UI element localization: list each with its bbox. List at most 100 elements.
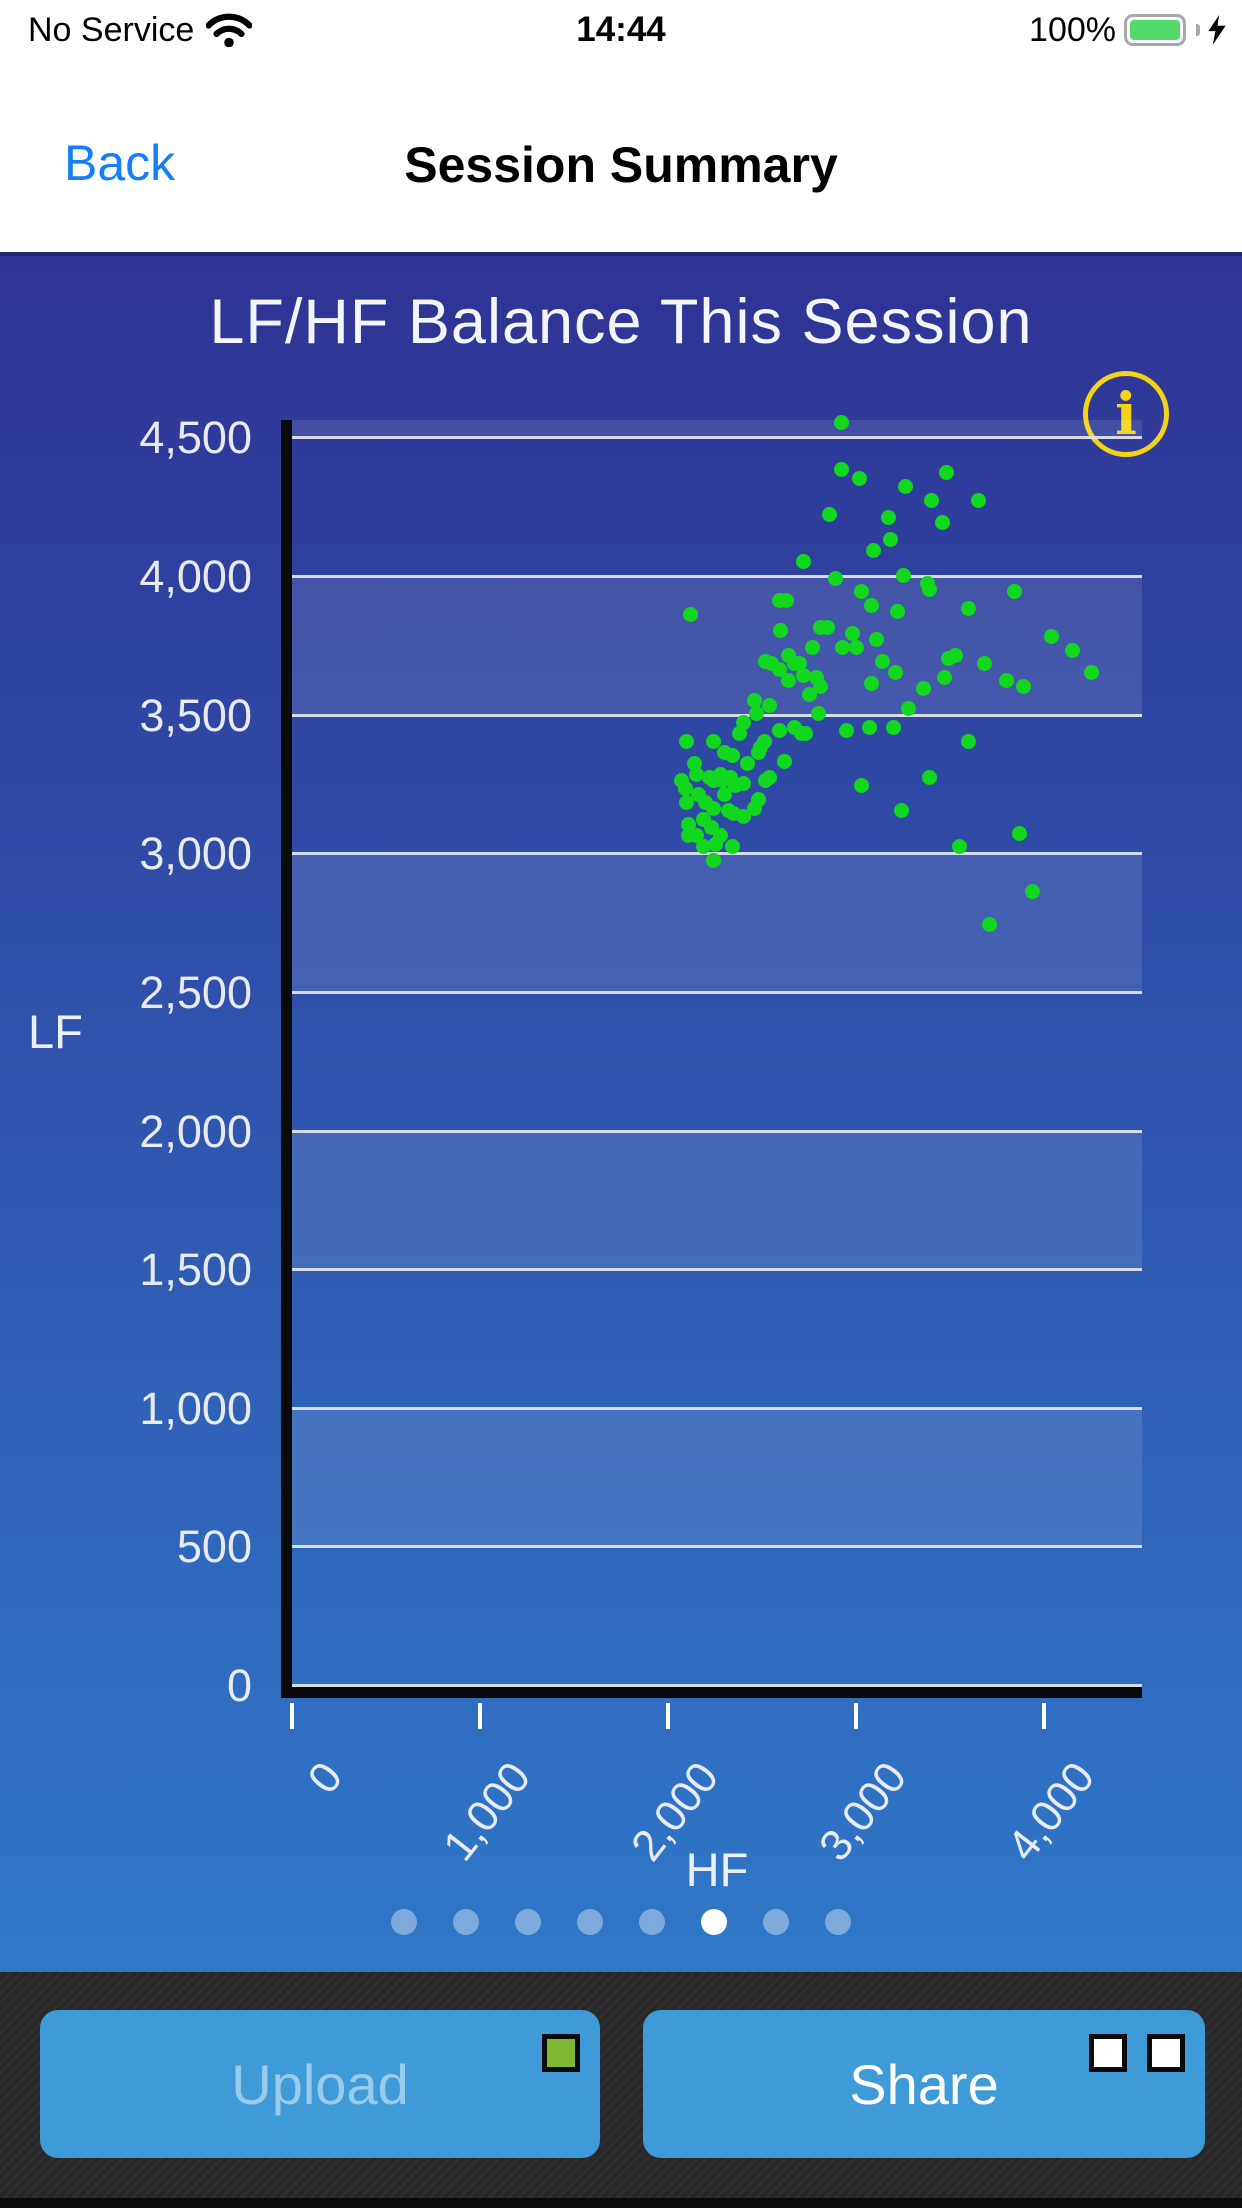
y-tick-label: 4,500 [139,412,252,464]
data-point [833,415,849,431]
data-point [880,509,896,525]
data-point [854,778,870,794]
y-tick-label: 500 [176,1521,252,1573]
y-tick-label: 1,500 [139,1244,252,1296]
x-tick-mark [478,1703,483,1729]
data-point [948,648,964,664]
page-dot[interactable] [391,1909,417,1935]
page-dot[interactable] [453,1909,479,1935]
data-point [916,681,932,697]
page-dot[interactable] [515,1909,541,1935]
data-point [874,653,890,669]
y-axis-line [281,420,292,1698]
data-point [679,795,695,811]
data-point [805,639,821,655]
scatter-plot: 0 500 1,000 1,500 2,000 2,500 3,000 3,500 4,000 4… [0,252,1242,1972]
data-point [848,639,864,655]
page-indicator [0,1909,1242,1935]
y-tick-label: 4,000 [139,551,252,603]
data-point [739,756,755,772]
x-tick-label: 1,000 [433,1753,541,1871]
data-point [922,770,937,786]
back-button[interactable]: Back [64,135,176,191]
share-button[interactable]: Share [643,2010,1205,2158]
chart-title: LF/HF Balance This Session [209,287,1033,357]
data-point [735,808,751,824]
data-point [1025,883,1041,899]
data-point [688,767,704,783]
y-tick-label: 3,000 [139,828,252,880]
data-point [713,828,729,844]
gridline [292,990,1142,994]
wifi-icon [206,13,253,47]
data-point [811,706,827,722]
data-point [854,584,870,600]
data-point [1016,678,1032,694]
info-button[interactable]: i [1083,371,1169,457]
data-point [735,775,751,791]
data-point [952,839,968,855]
battery-percent: 100% [1029,10,1116,49]
share-status-square-icon [1089,2034,1127,2072]
page-title: Session Summary [404,137,838,193]
x-tick-mark [666,1703,671,1729]
data-point [750,745,766,761]
x-tick-label: 2,000 [621,1753,729,1871]
data-point [961,734,977,750]
page-dot[interactable] [639,1909,665,1935]
share-button-label: Share [849,2052,999,2116]
x-tick-mark [290,1703,294,1729]
x-tick-mark [854,1703,859,1729]
x-tick-label: 4,000 [998,1753,1105,1871]
gridline [292,1129,1142,1133]
page-dot[interactable] [763,1909,789,1935]
data-point [999,673,1015,689]
data-point [1006,584,1022,600]
data-point [777,753,793,769]
page-dot[interactable] [825,1909,851,1935]
data-point [762,698,778,714]
data-point [796,553,811,569]
data-point [893,803,909,819]
x-axis-line [281,1687,1142,1698]
data-point [869,631,885,647]
data-point [1012,825,1028,841]
data-point [748,706,764,722]
data-point [890,603,906,619]
nav-bar: Back Session Summary [0,60,1242,252]
data-point [935,515,951,531]
data-point [844,625,860,641]
data-point [801,686,817,702]
gridline [292,713,1142,717]
data-point [833,462,849,478]
data-point [705,853,721,869]
plot-band [292,1409,1142,1549]
data-point [923,492,939,508]
x-axis-title: HF [685,1843,749,1896]
gridline [292,1406,1142,1410]
upload-button-label: Upload [231,2052,409,2116]
data-point [771,662,787,678]
data-point [724,747,740,763]
status-bar: No Service 14:44 100% [0,0,1242,60]
y-tick-label: 1,000 [139,1382,252,1434]
page-dot[interactable] [577,1909,603,1935]
data-point [732,725,748,741]
clock: 14:44 [576,10,666,49]
data-point [835,639,851,655]
upload-status-square-icon [542,2034,580,2072]
y-axis-title: LF [28,1005,83,1058]
data-point [820,620,836,636]
gridline [292,1684,1142,1687]
data-point [897,479,913,495]
x-tick-label: 3,000 [810,1753,917,1871]
page-dot-active[interactable] [701,1909,727,1935]
data-point [895,567,911,583]
share-status-square-icon [1147,2034,1185,2072]
data-point [937,670,953,686]
data-point [901,700,917,716]
upload-button[interactable]: Upload [40,2010,600,2158]
y-tick-label: 0 [226,1660,252,1711]
y-tick-label: 3,500 [139,689,252,741]
data-point [773,623,789,639]
